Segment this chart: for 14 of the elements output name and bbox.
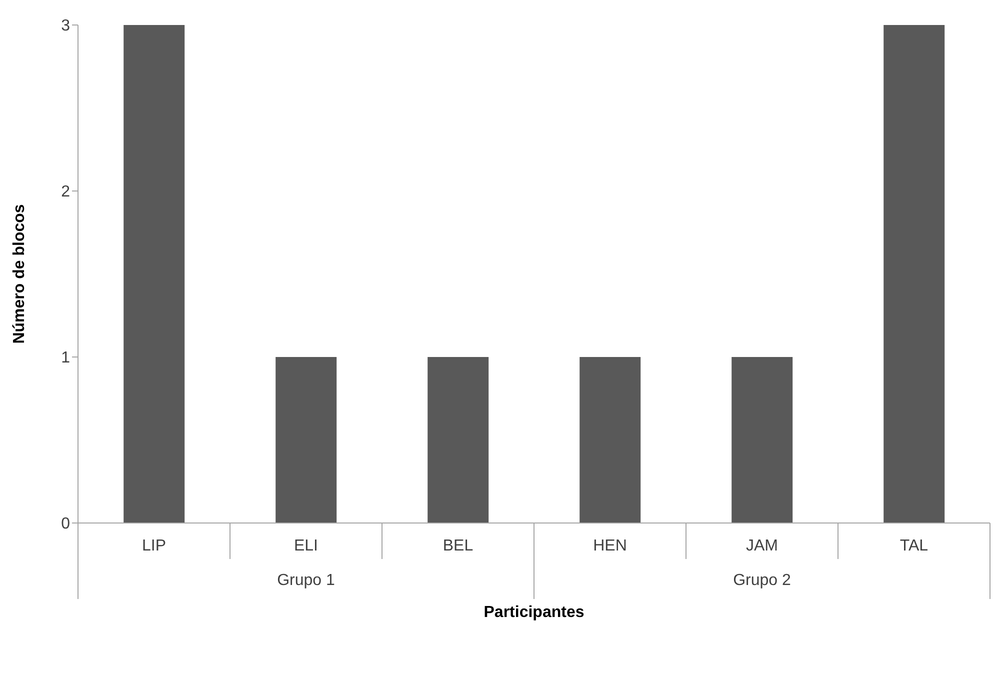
x-tick-label: TAL <box>900 537 928 554</box>
x-tick-label: JAM <box>746 537 778 554</box>
x-axis-title: Participantes <box>484 604 584 621</box>
x-tick-label: LIP <box>142 537 166 554</box>
x-tick-label: ELI <box>294 537 318 554</box>
y-tick-label: 3 <box>61 18 70 35</box>
x-tick-label: HEN <box>593 537 627 554</box>
text: Grupo 1 <box>277 572 336 589</box>
text: Grupo 2 <box>733 572 792 589</box>
y-axis-title: Número de blocos <box>11 204 28 344</box>
y-tick-label: 1 <box>61 350 70 367</box>
x-tick-label: BEL <box>442 537 474 554</box>
y-tick-label: 2 <box>61 184 70 201</box>
y-tick-label: 0 <box>61 516 70 533</box>
